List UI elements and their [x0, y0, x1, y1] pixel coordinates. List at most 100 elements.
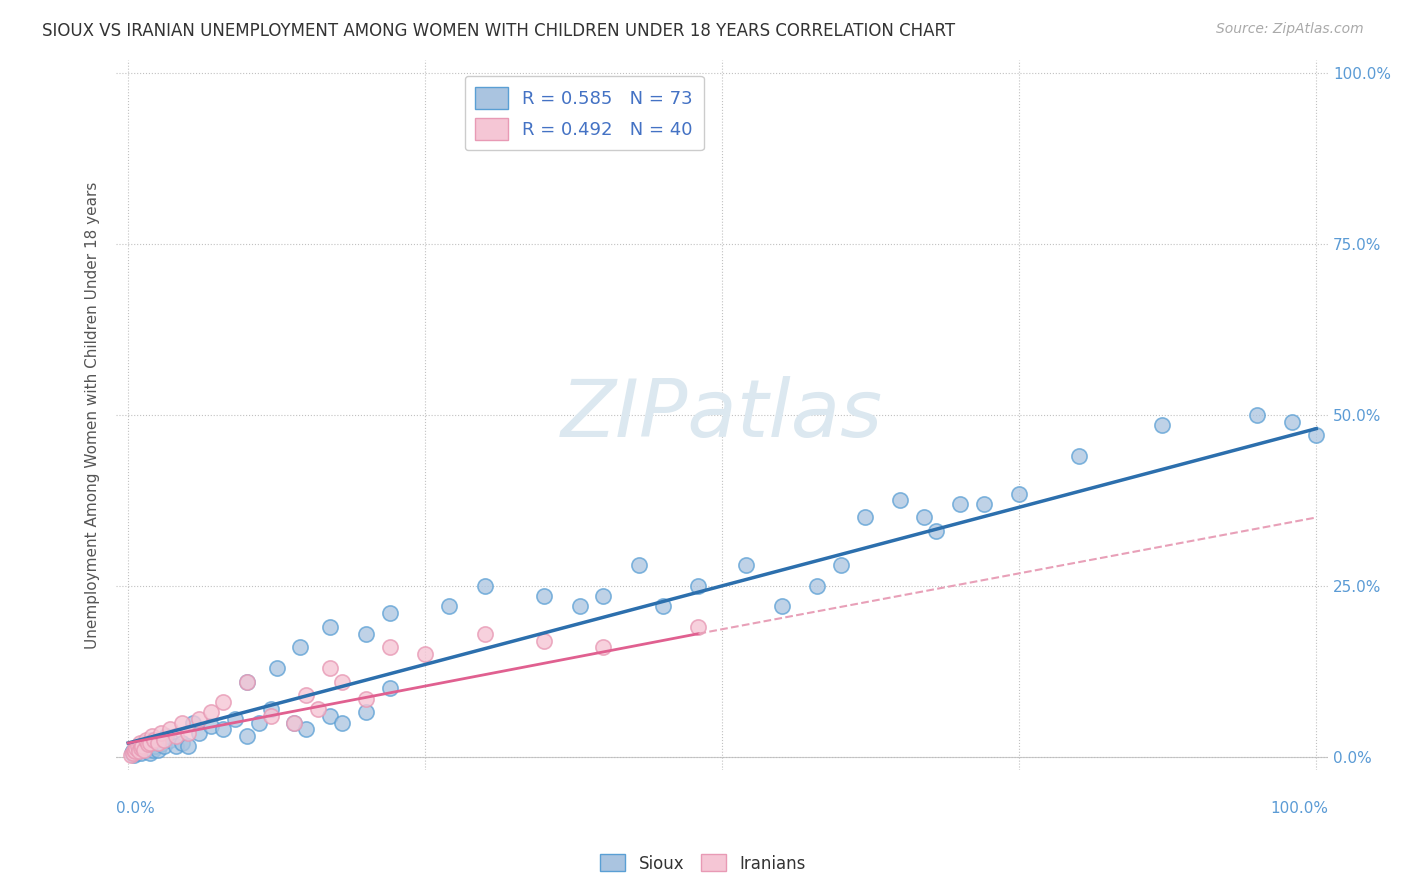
- Point: [122, 746, 145, 760]
- Point: [125, 746, 148, 760]
- Point: [236, 674, 259, 689]
- Point: [853, 510, 876, 524]
- Point: [330, 715, 353, 730]
- Point: [307, 702, 329, 716]
- Point: [124, 743, 146, 757]
- Point: [949, 497, 972, 511]
- Point: [354, 705, 377, 719]
- Point: [247, 715, 270, 730]
- Point: [145, 739, 167, 754]
- Point: [138, 738, 160, 752]
- Point: [688, 579, 710, 593]
- Point: [127, 741, 149, 756]
- Point: [176, 739, 198, 754]
- Point: [141, 732, 163, 747]
- Point: [533, 633, 555, 648]
- Point: [236, 729, 259, 743]
- Point: [295, 688, 318, 702]
- Point: [138, 746, 160, 760]
- Point: [283, 715, 305, 730]
- Text: ZIPatlas: ZIPatlas: [561, 376, 883, 454]
- Legend: Sioux, Iranians: Sioux, Iranians: [593, 847, 813, 880]
- Point: [437, 599, 460, 614]
- Point: [132, 743, 155, 757]
- Point: [129, 746, 152, 760]
- Point: [688, 620, 710, 634]
- Point: [354, 626, 377, 640]
- Legend: R = 0.585   N = 73, R = 0.492   N = 40: R = 0.585 N = 73, R = 0.492 N = 40: [464, 76, 704, 151]
- Point: [170, 715, 193, 730]
- Point: [183, 715, 205, 730]
- Point: [165, 739, 187, 754]
- Text: 100.0%: 100.0%: [1270, 801, 1329, 816]
- Point: [1150, 418, 1173, 433]
- Text: SIOUX VS IRANIAN UNEMPLOYMENT AMONG WOMEN WITH CHILDREN UNDER 18 YEARS CORRELATI: SIOUX VS IRANIAN UNEMPLOYMENT AMONG WOME…: [42, 22, 955, 40]
- Point: [568, 599, 591, 614]
- Point: [651, 599, 673, 614]
- Point: [319, 708, 342, 723]
- Point: [129, 741, 152, 756]
- Point: [131, 739, 153, 754]
- Point: [122, 743, 145, 757]
- Point: [127, 739, 149, 754]
- Point: [135, 744, 157, 758]
- Point: [128, 744, 150, 758]
- Point: [148, 734, 170, 748]
- Point: [146, 736, 169, 750]
- Point: [159, 732, 181, 747]
- Point: [146, 743, 169, 757]
- Point: [266, 661, 288, 675]
- Point: [830, 558, 852, 573]
- Point: [141, 738, 163, 752]
- Point: [132, 736, 155, 750]
- Point: [129, 736, 152, 750]
- Point: [152, 732, 174, 747]
- Point: [354, 691, 377, 706]
- Point: [188, 725, 211, 739]
- Point: [141, 729, 163, 743]
- Point: [200, 705, 222, 719]
- Point: [125, 741, 148, 756]
- Point: [474, 626, 496, 640]
- Point: [735, 558, 758, 573]
- Point: [973, 497, 995, 511]
- Point: [592, 640, 614, 655]
- Point: [138, 736, 160, 750]
- Point: [1281, 415, 1303, 429]
- Point: [176, 725, 198, 739]
- Point: [260, 708, 283, 723]
- Point: [378, 640, 401, 655]
- Point: [260, 702, 283, 716]
- Point: [143, 732, 166, 747]
- Point: [159, 723, 181, 737]
- Point: [131, 743, 153, 757]
- Point: [1008, 486, 1031, 500]
- Point: [1305, 428, 1327, 442]
- Point: [165, 729, 187, 743]
- Point: [150, 725, 173, 739]
- Point: [319, 661, 342, 675]
- Point: [200, 719, 222, 733]
- Point: [188, 712, 211, 726]
- Point: [319, 620, 342, 634]
- Point: [806, 579, 828, 593]
- Text: 0.0%: 0.0%: [117, 801, 155, 816]
- Y-axis label: Unemployment Among Women with Children Under 18 years: Unemployment Among Women with Children U…: [86, 181, 100, 648]
- Point: [330, 674, 353, 689]
- Point: [378, 606, 401, 620]
- Point: [212, 695, 235, 709]
- Point: [128, 744, 150, 758]
- Point: [124, 744, 146, 758]
- Point: [152, 739, 174, 754]
- Point: [138, 741, 160, 756]
- Point: [212, 723, 235, 737]
- Point: [142, 743, 165, 757]
- Point: [925, 524, 948, 538]
- Point: [224, 712, 246, 726]
- Point: [628, 558, 651, 573]
- Point: [143, 736, 166, 750]
- Point: [170, 736, 193, 750]
- Point: [378, 681, 401, 696]
- Point: [135, 739, 157, 754]
- Point: [474, 579, 496, 593]
